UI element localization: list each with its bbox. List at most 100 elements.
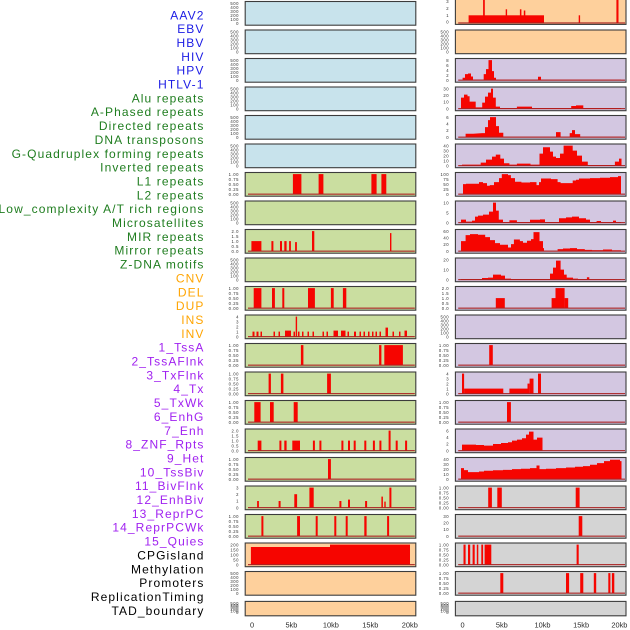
svg-text:0.00: 0.00 <box>229 477 239 482</box>
svg-text:400: 400 <box>230 119 239 124</box>
svg-text:0.50: 0.50 <box>439 495 449 500</box>
svg-text:500: 500 <box>230 29 239 34</box>
svg-text:AAV2: AAV2 <box>170 8 204 22</box>
svg-text:200: 200 <box>230 269 239 274</box>
svg-text:ReplicationTiming: ReplicationTiming <box>91 590 205 604</box>
svg-text:5kb: 5kb <box>496 620 508 629</box>
svg-text:4: 4 <box>446 68 449 73</box>
svg-text:20: 20 <box>443 242 449 247</box>
svg-text:500: 500 <box>230 58 239 63</box>
svg-text:15_Quies: 15_Quies <box>144 535 204 549</box>
svg-text:40: 40 <box>443 143 449 148</box>
svg-text:15kb: 15kb <box>573 620 589 629</box>
svg-text:0.75: 0.75 <box>439 405 449 410</box>
svg-text:1.5: 1.5 <box>232 433 240 438</box>
svg-text:Alu repeats: Alu repeats <box>132 91 205 105</box>
svg-text:6: 6 <box>446 63 449 68</box>
svg-text:200: 200 <box>230 607 239 612</box>
svg-text:500: 500 <box>441 29 450 34</box>
svg-text:200: 200 <box>441 326 450 331</box>
svg-text:0: 0 <box>236 49 239 54</box>
svg-text:0: 0 <box>461 620 465 629</box>
svg-text:300: 300 <box>230 9 239 14</box>
svg-text:L1 repeats: L1 repeats <box>137 174 205 188</box>
svg-text:500: 500 <box>230 571 239 576</box>
svg-text:0.5: 0.5 <box>232 443 240 448</box>
svg-text:100: 100 <box>230 131 239 136</box>
svg-text:HTLV-1: HTLV-1 <box>158 78 204 92</box>
svg-text:0.75: 0.75 <box>229 376 239 381</box>
svg-text:300: 300 <box>441 322 450 327</box>
svg-text:50: 50 <box>443 182 449 187</box>
svg-text:400: 400 <box>230 90 239 95</box>
svg-text:300: 300 <box>230 37 239 42</box>
svg-text:1.5: 1.5 <box>442 291 450 296</box>
svg-text:0: 0 <box>446 249 449 254</box>
svg-text:0: 0 <box>446 220 449 225</box>
svg-text:0.50: 0.50 <box>439 552 449 557</box>
svg-text:1.00: 1.00 <box>439 343 449 348</box>
svg-text:20: 20 <box>443 153 449 158</box>
svg-text:0.0: 0.0 <box>442 306 450 311</box>
svg-text:0.00: 0.00 <box>439 420 449 425</box>
svg-text:0.75: 0.75 <box>229 519 239 524</box>
svg-text:0: 0 <box>446 106 449 111</box>
svg-text:0.00: 0.00 <box>439 591 449 596</box>
svg-text:0.75: 0.75 <box>439 576 449 581</box>
svg-text:13_ReprPC: 13_ReprPC <box>132 507 205 521</box>
svg-text:HPV: HPV <box>177 64 205 78</box>
svg-text:0.50: 0.50 <box>229 182 239 187</box>
svg-text:2.0: 2.0 <box>442 286 450 291</box>
svg-text:0.00: 0.00 <box>229 420 239 425</box>
svg-text:20kb: 20kb <box>611 620 627 629</box>
svg-text:0: 0 <box>236 21 239 26</box>
svg-text:1.0: 1.0 <box>442 296 450 301</box>
svg-text:Low_complexity A/T rich region: Low_complexity A/T rich regions <box>0 202 205 216</box>
svg-text:0: 0 <box>236 277 239 282</box>
svg-text:DNA transposons: DNA transposons <box>95 133 205 147</box>
svg-text:100: 100 <box>230 159 239 164</box>
svg-text:0: 0 <box>236 78 239 83</box>
svg-text:TAD_boundary: TAD_boundary <box>111 604 204 618</box>
svg-text:HIV: HIV <box>181 50 204 64</box>
svg-text:0.50: 0.50 <box>439 353 449 358</box>
svg-text:25: 25 <box>443 187 449 192</box>
svg-text:5kb: 5kb <box>285 620 297 629</box>
svg-text:0: 0 <box>236 135 239 140</box>
svg-text:0: 0 <box>236 591 239 596</box>
svg-text:INS: INS <box>181 313 204 327</box>
svg-text:2: 2 <box>446 128 449 133</box>
svg-text:0.75: 0.75 <box>229 177 239 182</box>
svg-text:400: 400 <box>230 575 239 580</box>
svg-text:400: 400 <box>230 147 239 152</box>
svg-text:500: 500 <box>230 257 239 262</box>
svg-text:60: 60 <box>443 229 449 234</box>
svg-text:1.00: 1.00 <box>229 514 239 519</box>
svg-text:20: 20 <box>443 93 449 98</box>
svg-text:0.75: 0.75 <box>439 490 449 495</box>
svg-text:9_Het: 9_Het <box>167 451 205 465</box>
svg-text:8_ZNF_Rpts: 8_ZNF_Rpts <box>125 438 204 452</box>
svg-text:Z-DNA motifs: Z-DNA motifs <box>120 258 205 272</box>
svg-text:Microsatellites: Microsatellites <box>112 216 205 230</box>
svg-text:10: 10 <box>443 200 449 205</box>
svg-text:INV: INV <box>181 327 204 341</box>
svg-text:1: 1 <box>446 386 449 391</box>
svg-text:1.5: 1.5 <box>232 234 240 239</box>
svg-text:HBV: HBV <box>177 36 205 50</box>
svg-text:0.50: 0.50 <box>229 467 239 472</box>
svg-text:L2 repeats: L2 repeats <box>137 188 205 202</box>
svg-text:0.0: 0.0 <box>232 448 240 453</box>
svg-text:DUP: DUP <box>176 299 205 313</box>
svg-text:0.50: 0.50 <box>439 581 449 586</box>
svg-text:300: 300 <box>441 605 450 610</box>
svg-text:Promoters: Promoters <box>139 576 204 590</box>
svg-text:30: 30 <box>443 148 449 153</box>
svg-text:0: 0 <box>446 78 449 83</box>
svg-text:2: 2 <box>236 492 239 497</box>
svg-text:0.75: 0.75 <box>439 547 449 552</box>
svg-text:0.50: 0.50 <box>229 296 239 301</box>
svg-text:500: 500 <box>230 86 239 91</box>
svg-text:300: 300 <box>230 94 239 99</box>
svg-text:4: 4 <box>236 314 239 319</box>
